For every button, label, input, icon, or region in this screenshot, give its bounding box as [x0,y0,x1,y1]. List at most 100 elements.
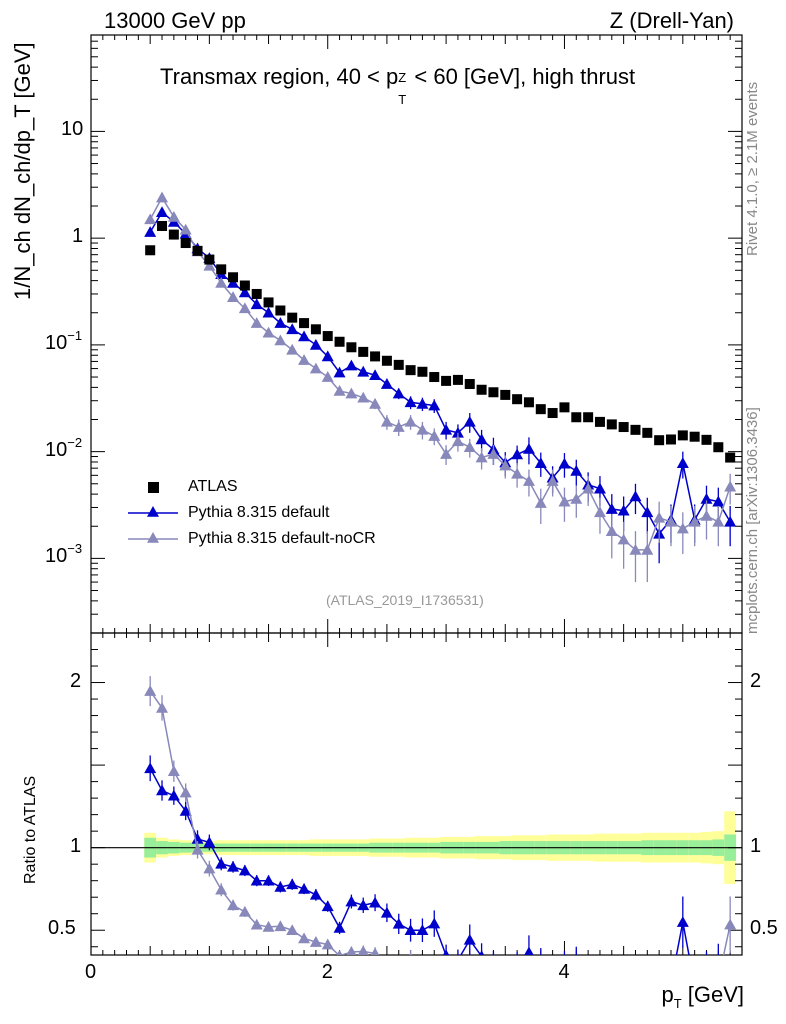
pythia-default-ratio-point [227,860,240,872]
pythia-default-point [416,397,429,409]
pythia-nocr-ratio-point [724,918,737,930]
pythia-default-ratio-point [321,900,334,912]
pythia-nocr-ratio-point [167,765,180,777]
pythia-default-point [475,433,488,445]
pythia-default-ratio-point [250,874,263,886]
ratio-frame [90,632,743,956]
pythia-default-ratio-point [179,804,192,816]
x-tick-label: 4 [558,961,570,983]
atlas-point [322,331,333,342]
ratio-tick-label-right: 1 [750,834,762,857]
legend-marker-default [147,506,159,517]
legend-label-default: Pythia 8.315 default [188,504,330,521]
pythia-default-ratio-point [676,916,689,927]
analysis-label: (ATLAS_2019_I1736531) [326,592,484,608]
pythia-nocr-point [570,493,583,504]
pythia-nocr-point [298,354,311,365]
pythia-nocr-point [262,326,275,338]
rivet-label: Rivet 4.1.0, ≥ 2.1M events [744,81,761,256]
pythia-default-ratio-point [215,857,228,869]
pythia-default-point [404,396,417,408]
pythia-nocr-point [238,302,251,314]
pythia-nocr-point [286,343,299,355]
pythia-default-ratio-point [167,789,180,801]
atlas-point [535,404,546,415]
pythia-nocr-point [203,259,216,271]
pythia-nocr-ratio-point [370,947,380,955]
pythia-nocr-ratio-point [416,960,428,971]
title-superscript: Z [398,70,407,85]
pythia-default-point [522,442,535,454]
pythia-nocr-ratio-point [215,883,228,895]
atlas-point [583,412,594,423]
pythia-nocr-point [215,277,228,288]
pythia-default-ratio-point [511,957,523,968]
pythia-default-point [357,365,370,377]
pythia-default-ratio-point [606,980,618,991]
main-panel-series [144,191,737,583]
pythia-nocr-ratio-point [346,945,357,955]
title-text-end: < 60 [GeV], high thrust [408,64,636,89]
atlas-point [192,245,203,256]
atlas-point [180,238,191,249]
pythia-default-ratio-point [576,954,577,955]
pythia-nocr-point [475,451,488,463]
pythia-default-point [724,515,737,527]
pythia-nocr-ratio-point [594,983,606,994]
pythia-default-point [700,493,713,504]
pythia-default-point [712,495,725,507]
atlas-point [228,272,239,283]
pythia-nocr-ratio-point [357,945,369,955]
pythia-default-ratio-point [535,955,547,966]
atlas-point [441,375,452,386]
pythia-default-point [238,286,251,298]
pythia-default-ratio-point [357,899,370,911]
atlas-point [630,424,641,435]
pythia-nocr-ratio-point [499,971,511,982]
pythia-default-ratio-point [333,921,346,933]
pythia-default-ratio-point [442,949,450,955]
pythia-default-point [570,464,583,476]
pythia-default-point [309,338,322,350]
pythia-default-ratio-point [156,784,169,796]
pythia-default-point [250,298,263,310]
pythia-default-point [629,490,642,502]
atlas-point [677,430,688,441]
pythia-nocr-line [149,196,731,551]
atlas-point [168,229,179,240]
ratio-tick-label-left: 1 [70,834,82,857]
pythia-default-point [593,482,606,494]
pythia-nocr-point [664,515,677,527]
pythia-default-ratio-point [392,917,405,929]
legend-label-atlas: ATLAS [188,478,238,495]
pythia-default-ratio-point [238,864,251,876]
pythia-nocr-point [511,467,524,479]
atlas-point [500,389,511,400]
pythia-nocr-point [416,423,429,435]
pythia-nocr-point [321,371,334,382]
y-axis-label: 1/N_ch dN_ch/dp_T [GeV] [10,42,35,300]
pythia-default-point [345,359,358,371]
legend-label-nocr: Pythia 8.315 default-noCR [188,530,376,547]
pythia-nocr-ratio-point [409,952,412,955]
atlas-point [346,342,357,353]
atlas-point [594,416,605,427]
y-tick-label: 10−2 [45,434,83,461]
pythia-nocr-ratio-point [618,992,630,1003]
y-tick-label: 10−3 [45,541,83,568]
atlas-point [665,434,676,445]
pythia-nocr-ratio-point [274,920,287,932]
header-right-label: Z (Drell-Yan) [609,8,734,33]
pythia-default-point [156,206,169,218]
pythia-default-ratio-point [478,950,485,955]
pythia-nocr-point [428,430,441,441]
pythia-nocr-point [700,509,713,521]
pythia-default-ratio-point [416,924,429,936]
pythia-nocr-ratio-point [393,964,405,975]
pythia-nocr-ratio-point [309,936,322,947]
y-tick-label: 10−1 [45,327,83,354]
pythia-default-ratio-point [428,917,441,929]
pythia-default-point [451,426,464,438]
pythia-nocr-ratio-point [452,963,464,974]
